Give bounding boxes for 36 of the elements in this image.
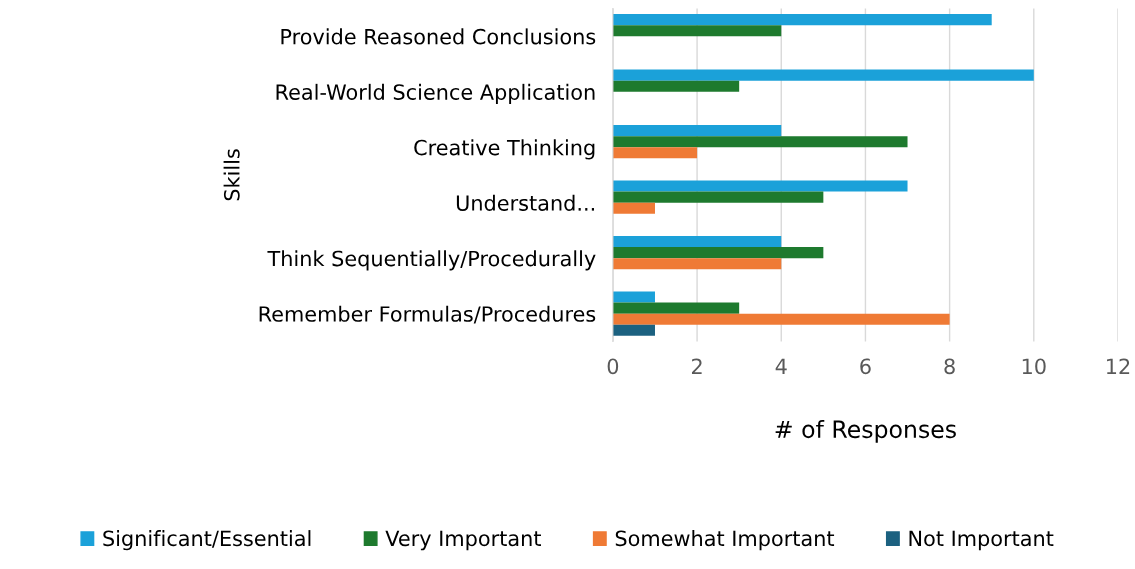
bar bbox=[612, 180, 908, 192]
bar bbox=[612, 235, 782, 248]
legend-label: Not Important bbox=[909, 530, 1054, 551]
y-axis-title: Skills bbox=[223, 149, 240, 201]
bar bbox=[612, 14, 992, 26]
y-tick-label: Creative Thinking bbox=[414, 139, 595, 160]
bar bbox=[612, 247, 824, 259]
x-tick-label: 2 bbox=[691, 358, 702, 374]
bar bbox=[612, 324, 655, 336]
y-tick-label: Provide Reasoned Conclusions bbox=[281, 28, 596, 45]
bar bbox=[612, 136, 908, 148]
legend-label: Somewhat Important bbox=[615, 530, 835, 551]
y-tick-label: Understand... bbox=[456, 194, 594, 211]
bar bbox=[612, 69, 1034, 81]
x-tick-label: 0 bbox=[607, 358, 619, 375]
bar bbox=[612, 191, 824, 203]
y-tick-label: Think Sequentially/Procedurally bbox=[267, 250, 596, 271]
bar bbox=[612, 291, 655, 303]
bar bbox=[612, 147, 698, 159]
x-tick-label: 4 bbox=[775, 358, 787, 374]
bar bbox=[612, 125, 782, 137]
x-axis-title: # of Responses bbox=[775, 419, 956, 443]
bar bbox=[612, 202, 655, 214]
y-tick-label: Real-World Science Application bbox=[276, 83, 595, 104]
bar bbox=[612, 80, 740, 92]
y-tick-label: Remember Formulas/Procedures bbox=[259, 305, 596, 324]
bar bbox=[612, 258, 782, 270]
x-tick-label: 8 bbox=[944, 358, 955, 375]
x-tick-label: 12 bbox=[1107, 358, 1130, 374]
bar bbox=[612, 313, 950, 325]
x-tick-label: 6 bbox=[860, 358, 871, 375]
legend-label: Significant/Essential bbox=[103, 530, 311, 551]
legend-label: Very Important bbox=[385, 530, 541, 551]
x-tick-label: 10 bbox=[1022, 358, 1046, 375]
bar bbox=[612, 25, 782, 37]
bar bbox=[612, 302, 740, 314]
